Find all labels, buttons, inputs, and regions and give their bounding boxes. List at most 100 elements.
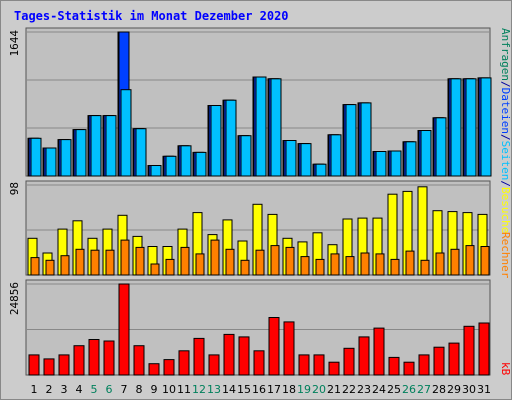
bar-sites-day-11: [180, 246, 190, 276]
bar-kbytes-day-20: [313, 354, 325, 376]
x-label-day-9: 9: [151, 383, 158, 396]
bar-sites-day-18: [285, 246, 295, 276]
bar-sites-day-17: [270, 245, 280, 276]
bar-sites-day-3: [60, 255, 70, 276]
bar-pages-day-1: [30, 137, 42, 177]
bar-pages-day-18: [285, 140, 297, 177]
x-label-day-4: 4: [76, 383, 83, 396]
bar-kbytes-day-13: [208, 354, 220, 376]
x-label-day-5: 5: [91, 383, 98, 396]
bar-kbytes-day-23: [358, 336, 370, 376]
bars: [27, 31, 492, 376]
x-label-day-11: 11: [177, 383, 191, 396]
bar-pages-day-13: [210, 105, 222, 177]
x-label-day-27: 27: [417, 383, 431, 396]
x-label-day-3: 3: [61, 383, 68, 396]
bar-kbytes-day-29: [448, 342, 460, 376]
bar-sites-day-1: [30, 257, 40, 276]
bar-kbytes-day-28: [433, 346, 445, 376]
bar-sites-day-7: [120, 239, 130, 276]
bar-pages-day-5: [90, 115, 102, 177]
x-label-day-8: 8: [136, 383, 143, 396]
x-label-day-1: 1: [31, 383, 38, 396]
bar-pages-day-4: [75, 129, 87, 177]
x-label-day-18: 18: [282, 383, 296, 396]
bar-kbytes-day-2: [43, 358, 55, 376]
x-axis-day-labels: 1 2 3 4 5 6 7 8 9 10 11 12 13 14 15 16 17 18 19 20 21 22 23 24 2…: [31, 383, 492, 396]
bar-sites-day-12: [195, 253, 205, 276]
bar-pages-day-8: [135, 128, 147, 177]
bar-pages-day-12: [195, 151, 207, 177]
bar-sites-day-9: [150, 263, 160, 276]
bar-sites-day-4: [75, 248, 85, 276]
bar-sites-day-27: [420, 259, 430, 276]
x-label-day-25: 25: [387, 383, 401, 396]
bar-kbytes-day-4: [73, 345, 85, 376]
bar-kbytes-day-30: [463, 325, 475, 376]
bar-sites-day-2: [45, 259, 55, 276]
legend-part: Besuche: [499, 187, 512, 233]
bar-sites-day-24: [375, 253, 385, 276]
legend-part: /: [499, 180, 512, 187]
bar-kbytes-day-14: [223, 333, 235, 376]
x-label-day-20: 20: [312, 383, 326, 396]
bar-pages-day-27: [420, 130, 432, 177]
bar-kbytes-day-19: [298, 354, 310, 376]
bar-sites-day-20: [315, 258, 325, 276]
bar-sites-day-30: [465, 245, 475, 276]
bar-kbytes-day-3: [58, 354, 70, 376]
bar-pages-day-20: [315, 163, 327, 177]
bottom-panel-max-label: 24856: [8, 282, 21, 315]
x-label-day-15: 15: [237, 383, 251, 396]
bar-kbytes-day-17: [268, 317, 280, 376]
legend-part: Rechner: [499, 232, 512, 279]
top-panel-max-label: 1644: [8, 30, 21, 57]
bar-sites-day-26: [405, 250, 415, 276]
x-label-day-24: 24: [372, 383, 386, 396]
bar-pages-day-29: [450, 78, 462, 177]
bar-kbytes-day-15: [238, 336, 250, 376]
bar-pages-day-11: [180, 145, 192, 177]
x-label-day-10: 10: [162, 383, 176, 396]
x-label-day-7: 7: [121, 383, 128, 396]
bar-sites-day-28: [435, 252, 445, 276]
bar-sites-day-16: [255, 249, 265, 276]
bar-kbytes-day-24: [373, 327, 385, 376]
bar-sites-day-10: [165, 258, 175, 276]
bar-kbytes-day-27: [418, 354, 430, 376]
bar-pages-day-2: [45, 147, 57, 177]
bar-pages-day-26: [405, 141, 417, 177]
bar-kbytes-day-11: [178, 350, 190, 376]
bar-sites-day-15: [240, 259, 250, 276]
bar-pages-day-22: [345, 104, 357, 177]
bar-pages-day-17: [270, 78, 282, 177]
bar-pages-day-24: [375, 151, 387, 177]
middle-panel-max-label: 98: [8, 182, 21, 195]
bar-pages-day-10: [165, 155, 177, 177]
bar-kbytes-day-6: [103, 340, 115, 376]
bar-kbytes-day-25: [388, 356, 400, 376]
x-label-day-23: 23: [357, 383, 371, 396]
bar-kbytes-day-8: [133, 345, 145, 376]
legend-part: Dateien: [499, 88, 512, 134]
x-label-day-22: 22: [342, 383, 356, 396]
bar-sites-day-14: [225, 248, 235, 276]
bar-pages-day-19: [300, 143, 312, 177]
x-label-day-19: 19: [297, 383, 311, 396]
x-label-day-13: 13: [207, 383, 221, 396]
legend-part: Seiten: [499, 141, 512, 181]
x-label-day-17: 17: [267, 383, 281, 396]
x-label-day-30: 30: [462, 383, 476, 396]
bar-pages-day-30: [465, 78, 477, 177]
bar-kbytes-day-22: [343, 347, 355, 376]
bar-kbytes-day-21: [328, 361, 340, 376]
bar-sites-day-25: [390, 258, 400, 276]
bar-kbytes-day-7: [118, 283, 130, 376]
bar-sites-day-5: [90, 249, 100, 276]
legend-part: /: [499, 81, 512, 88]
bar-kbytes-day-5: [88, 339, 100, 376]
bar-kbytes-day-16: [253, 350, 265, 376]
bar-kbytes-day-31: [478, 322, 490, 376]
bar-sites-day-23: [360, 252, 370, 276]
